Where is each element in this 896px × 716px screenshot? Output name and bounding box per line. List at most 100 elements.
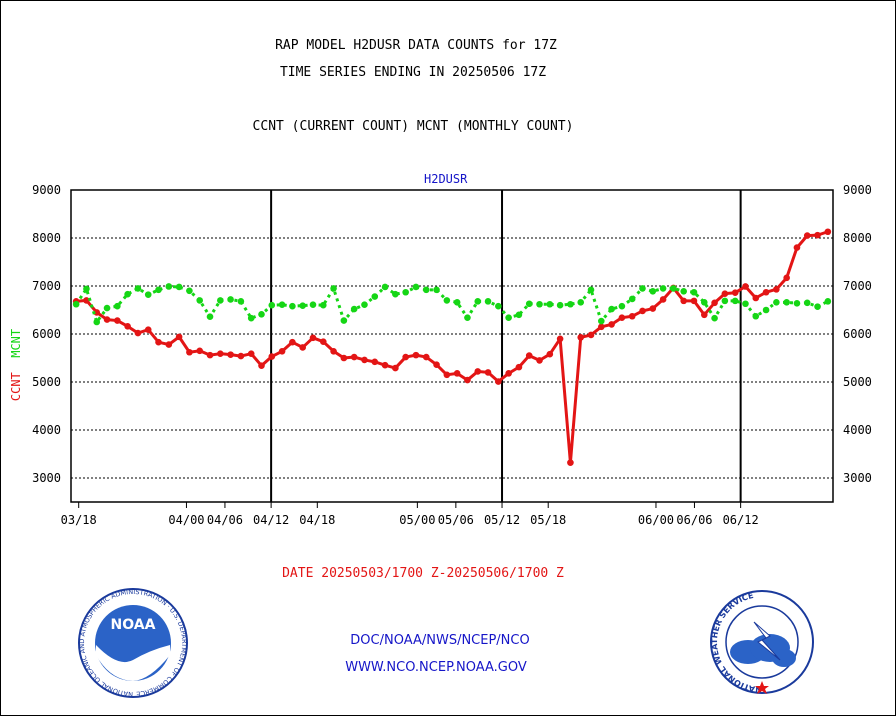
data-point-ccnt xyxy=(464,376,471,384)
data-point-mcnt xyxy=(258,311,265,318)
data-point-ccnt xyxy=(422,353,430,361)
data-point-ccnt xyxy=(587,331,595,339)
data-point-mcnt xyxy=(546,300,554,308)
x-tick-label: 04/06 xyxy=(207,513,243,527)
data-point-mcnt xyxy=(659,285,667,292)
data-point-ccnt xyxy=(309,334,317,342)
data-point-mcnt xyxy=(103,304,111,312)
data-point-mcnt xyxy=(114,302,121,310)
data-point-ccnt xyxy=(814,231,821,239)
data-point-mcnt xyxy=(762,306,770,314)
data-point-mcnt xyxy=(175,283,183,291)
y-tick-label-left: 8000 xyxy=(32,231,61,245)
data-point-ccnt xyxy=(103,316,111,323)
x-tick-label: 06/06 xyxy=(676,513,712,527)
data-point-ccnt xyxy=(505,370,512,377)
data-point-ccnt xyxy=(793,244,801,251)
data-point-mcnt xyxy=(618,302,626,310)
data-point-ccnt xyxy=(556,335,564,343)
data-point-mcnt xyxy=(83,285,90,293)
data-point-ccnt xyxy=(124,323,131,330)
data-point-ccnt xyxy=(762,288,770,296)
series-line-ccnt xyxy=(76,230,829,465)
data-point-ccnt xyxy=(628,312,636,320)
chart-subtitle: TIME SERIES ENDING IN 20250506 17Z xyxy=(279,65,547,80)
data-point-mcnt xyxy=(319,301,327,309)
data-point-mcnt xyxy=(186,287,193,295)
data-point-mcnt xyxy=(124,290,131,298)
url-line: WWW.NCO.NCEP.NOAA.GOV xyxy=(345,660,527,675)
data-point-ccnt xyxy=(721,290,729,297)
data-point-ccnt xyxy=(299,344,306,351)
data-point-ccnt xyxy=(495,378,502,385)
x-tick-label: 05/12 xyxy=(484,513,520,527)
data-point-mcnt xyxy=(598,317,605,325)
data-point-mcnt xyxy=(361,301,368,309)
data-point-ccnt xyxy=(443,371,451,379)
data-point-mcnt xyxy=(227,296,234,303)
data-point-ccnt xyxy=(752,294,760,302)
data-point-ccnt xyxy=(803,232,811,239)
data-point-ccnt xyxy=(783,274,790,282)
data-point-ccnt xyxy=(598,323,605,331)
data-point-ccnt xyxy=(175,333,183,341)
data-point-mcnt xyxy=(412,283,420,291)
data-point-ccnt xyxy=(93,309,101,316)
data-point-ccnt xyxy=(206,351,214,359)
data-point-ccnt xyxy=(536,357,543,364)
data-point-mcnt xyxy=(680,287,687,295)
data-point-mcnt xyxy=(783,299,790,306)
plot-label: H2DUSR xyxy=(424,172,468,186)
data-point-mcnt xyxy=(628,295,636,303)
data-point-mcnt xyxy=(752,312,760,320)
x-tick-label: 04/00 xyxy=(168,513,204,527)
data-point-ccnt xyxy=(144,326,152,333)
data-point-ccnt xyxy=(567,459,574,466)
data-point-ccnt xyxy=(412,351,420,359)
x-tick-label: 03/18 xyxy=(61,513,97,527)
data-point-mcnt xyxy=(484,298,492,305)
data-point-ccnt xyxy=(515,363,523,371)
series-description: CCNT (CURRENT COUNT) MCNT (MONTHLY COUNT… xyxy=(252,119,574,134)
data-point-ccnt xyxy=(639,307,646,315)
plot-area xyxy=(70,189,834,503)
data-point-mcnt xyxy=(711,314,718,322)
data-point-mcnt xyxy=(289,302,296,310)
data-point-mcnt xyxy=(299,302,306,309)
data-point-mcnt xyxy=(392,290,399,298)
y-tick-label-right: 7000 xyxy=(843,279,872,293)
data-point-ccnt xyxy=(155,338,162,346)
data-point-ccnt xyxy=(618,314,626,321)
date-range: DATE 20250503/1700 Z-20250506/1700 Z xyxy=(282,566,564,581)
data-point-ccnt xyxy=(659,296,667,303)
data-point-mcnt xyxy=(206,313,214,321)
data-point-mcnt xyxy=(165,283,173,290)
data-point-ccnt xyxy=(649,305,657,312)
data-point-mcnt xyxy=(309,301,317,309)
data-point-mcnt xyxy=(639,285,646,292)
data-point-ccnt xyxy=(165,341,173,348)
y-tick-label-right: 8000 xyxy=(843,231,872,245)
data-point-mcnt xyxy=(433,286,440,294)
data-point-mcnt xyxy=(330,285,337,292)
data-point-mcnt xyxy=(268,301,276,309)
data-point-mcnt xyxy=(371,293,379,300)
data-point-mcnt xyxy=(670,285,677,292)
data-point-mcnt xyxy=(608,305,615,313)
data-point-ccnt xyxy=(330,347,337,355)
data-point-ccnt xyxy=(392,364,399,372)
data-point-ccnt xyxy=(258,362,265,369)
y-tick-label-left: 7000 xyxy=(32,279,61,293)
data-point-mcnt xyxy=(505,314,512,321)
y-tick-label-left: 5000 xyxy=(32,375,61,389)
data-point-mcnt xyxy=(721,297,729,305)
data-point-mcnt xyxy=(536,300,543,308)
data-point-mcnt xyxy=(824,298,832,305)
data-point-mcnt xyxy=(72,300,80,308)
data-point-mcnt xyxy=(567,300,574,308)
data-point-mcnt xyxy=(474,298,482,305)
x-tick-label: 05/18 xyxy=(530,513,566,527)
data-point-mcnt xyxy=(577,299,585,306)
data-point-ccnt xyxy=(546,350,554,358)
